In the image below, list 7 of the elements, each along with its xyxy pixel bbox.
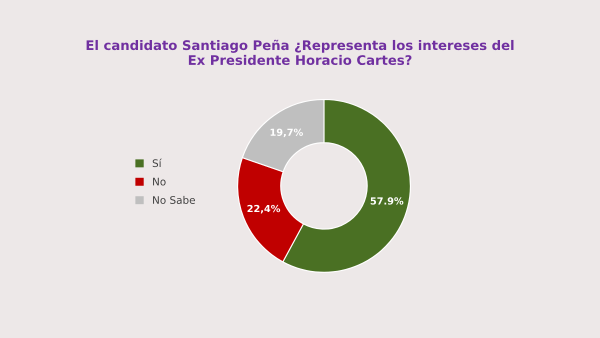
chart-title: El candidato Santiago Peña ¿Representa los intereses del Ex Presidente Horacio Cartes? (86, 40, 514, 66)
data-label: 57.9% (370, 197, 404, 205)
data-label: 22,4% (248, 204, 280, 214)
legend-label: No (153, 178, 166, 186)
legend-label: Sí (152, 158, 162, 168)
legend-label: No Sabe (153, 196, 195, 204)
data-label: 19,7% (270, 128, 303, 138)
